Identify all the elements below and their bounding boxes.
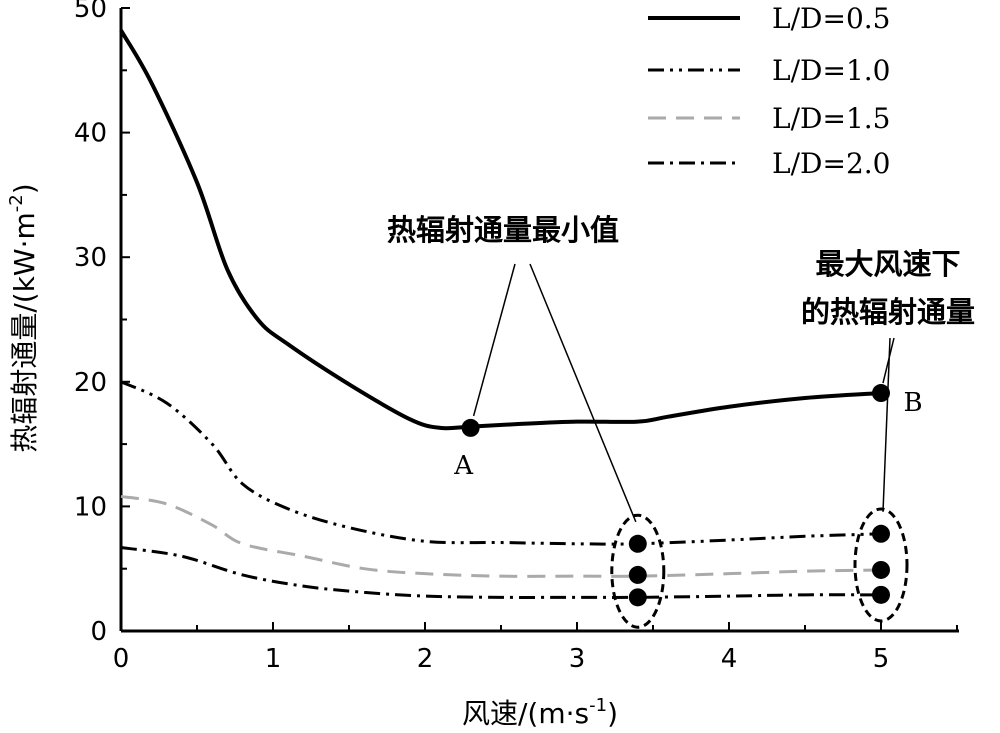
point-label: B <box>903 388 922 418</box>
data-point-marker <box>872 560 890 579</box>
legend-label: L/D=0.5 <box>772 2 890 35</box>
x-axis-title: 风速/(m·s-1) <box>462 695 618 730</box>
highlight-ellipse <box>610 513 666 629</box>
x-tick-label: 2 <box>417 644 434 674</box>
y-tick-label: 50 <box>74 0 107 24</box>
y-axis-title: 热辐射通量/(kW·m-2) <box>6 183 41 452</box>
callout-leader <box>882 337 891 512</box>
data-point-marker <box>628 534 647 553</box>
callouts <box>472 263 909 629</box>
series-line-4 <box>120 546 882 599</box>
y-tick-label: 0 <box>90 617 107 647</box>
data-point-marker <box>628 565 647 584</box>
point-label: A <box>453 451 474 481</box>
data-point-marker <box>628 588 647 607</box>
x-axis-title-end: ) <box>607 697 618 730</box>
series-line-3 <box>120 494 882 578</box>
x-tick-label: 3 <box>569 644 586 674</box>
data-point-marker <box>872 384 890 403</box>
y-axis-title-end: ) <box>8 183 41 194</box>
highlight-ellipse <box>853 507 909 623</box>
series-line-2 <box>120 380 882 546</box>
legend-label: L/D=1.5 <box>772 102 890 135</box>
annotation-max-wind-line1: 最大风速下 <box>815 247 960 281</box>
data-point-marker <box>872 585 890 604</box>
x-tick-label: 0 <box>113 644 130 674</box>
y-tick-label: 30 <box>74 243 107 273</box>
legend-label: L/D=2.0 <box>772 147 890 180</box>
callout-leader <box>472 263 516 417</box>
y-tick-label: 10 <box>74 492 107 522</box>
series-lines <box>119 29 882 599</box>
x-axis-title-sup: -1 <box>589 695 607 716</box>
legend: L/D=0.5 L/D=1.0 L/D=1.5 L/D=2.0 <box>648 2 890 180</box>
y-tick-label: 40 <box>74 119 107 149</box>
series-line-1 <box>119 29 882 431</box>
x-tick-label: 4 <box>721 644 738 674</box>
markers: AB <box>453 384 923 607</box>
data-point-marker <box>872 524 890 543</box>
annotation-max-wind-line2: 的热辐射通量 <box>801 295 975 329</box>
x-tick-label: 5 <box>873 644 890 674</box>
y-tick-label: 20 <box>74 368 107 398</box>
y-axis-title-sup: -2 <box>6 194 27 212</box>
annotation-min-flux: 热辐射通量最小值 <box>387 213 619 247</box>
legend-label: L/D=1.0 <box>772 54 890 87</box>
x-tick-label: 1 <box>265 644 282 674</box>
callout-leader <box>529 263 637 523</box>
data-point-marker <box>461 418 480 437</box>
